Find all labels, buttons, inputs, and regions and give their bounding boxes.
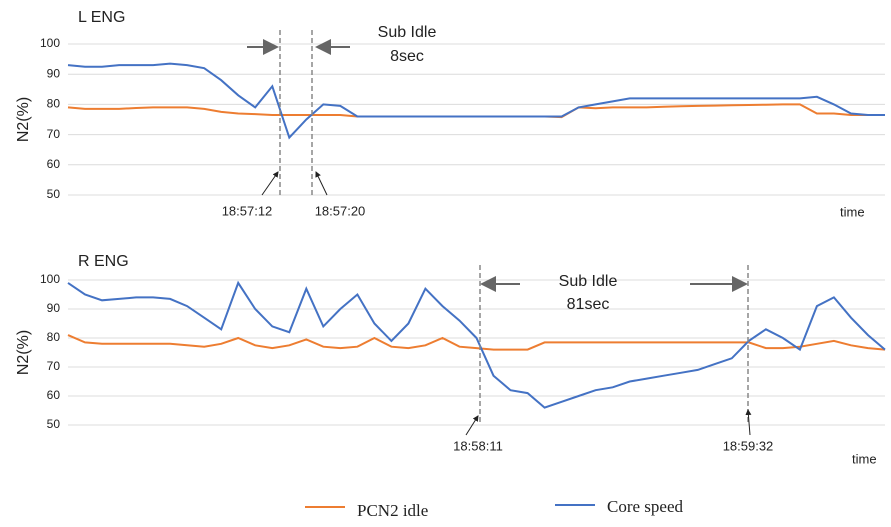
y-tick-label: 100 xyxy=(40,36,60,50)
span-label: Sub Idle xyxy=(559,273,618,290)
span-label: 8sec xyxy=(390,48,424,65)
y-axis-label: N2(%) xyxy=(15,330,32,375)
span-label: Sub Idle xyxy=(378,24,437,41)
y-tick-label: 90 xyxy=(47,301,61,315)
y-tick-label: 80 xyxy=(47,97,61,111)
chart-title: R ENG xyxy=(78,253,129,270)
y-tick-label: 70 xyxy=(47,127,61,141)
x-axis-label: time xyxy=(840,204,865,219)
y-tick-label: 60 xyxy=(47,157,61,171)
pointer-arrow xyxy=(315,171,328,196)
data-line xyxy=(67,334,886,351)
pointer-arrow xyxy=(261,171,279,196)
x-axis-label: time xyxy=(852,451,877,466)
y-tick-label: 100 xyxy=(40,272,60,286)
y-tick-label: 50 xyxy=(47,187,61,201)
time-marker-label: 18:57:20 xyxy=(315,203,366,218)
time-marker-label: 18:58:11 xyxy=(453,438,503,453)
y-tick-label: 50 xyxy=(47,417,61,431)
y-tick-label: 70 xyxy=(47,359,61,373)
data-line xyxy=(67,62,885,140)
legend-label: PCN2 idle xyxy=(357,501,428,520)
pointer-arrow xyxy=(745,409,752,436)
time-marker-label: 18:57:12 xyxy=(222,203,273,218)
y-tick-label: 90 xyxy=(47,66,61,80)
y-tick-label: 60 xyxy=(47,388,61,402)
y-tick-label: 80 xyxy=(47,330,61,344)
pointer-arrow xyxy=(465,415,479,436)
y-axis-label: N2(%) xyxy=(15,97,32,142)
data-line xyxy=(67,103,885,119)
chart-title: L ENG xyxy=(78,9,125,26)
legend-label: Core speed xyxy=(607,497,684,516)
data-line xyxy=(67,280,886,409)
span-label: 81sec xyxy=(567,296,610,313)
time-marker-label: 18:59:32 xyxy=(723,438,774,453)
